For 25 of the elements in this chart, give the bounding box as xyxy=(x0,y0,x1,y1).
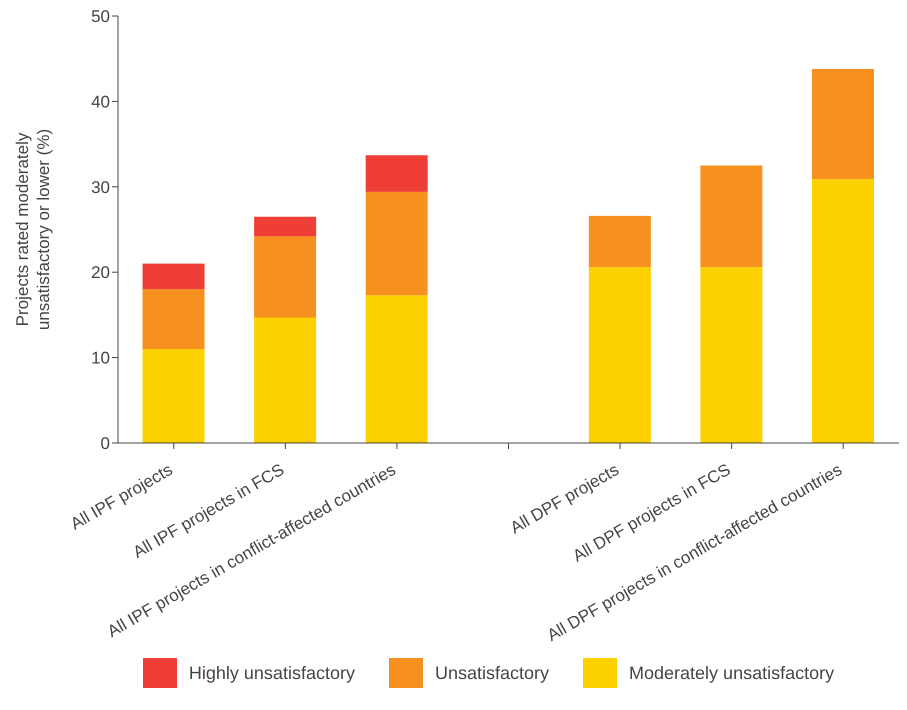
y-tick-label: 10 xyxy=(91,348,110,368)
bar xyxy=(142,264,205,290)
bar xyxy=(366,155,428,192)
bar xyxy=(700,267,762,443)
bar xyxy=(254,317,316,443)
bar xyxy=(254,236,316,318)
legend-label: Unsatisfactory xyxy=(434,662,550,684)
bar xyxy=(700,165,762,268)
bar xyxy=(254,216,316,236)
bar xyxy=(366,295,428,443)
bar xyxy=(366,192,428,296)
bar xyxy=(812,179,874,443)
bar xyxy=(812,68,874,180)
bar xyxy=(588,267,651,443)
y-tick-label: 30 xyxy=(91,178,110,197)
bar xyxy=(142,349,205,443)
y-tick-label: 0 xyxy=(100,434,110,454)
y-tick-label: 50 xyxy=(91,7,110,26)
legend-label: Moderately unsatisfactory xyxy=(629,662,834,684)
bar xyxy=(588,216,651,268)
legend-label: Highly unsatisfactory xyxy=(188,662,355,684)
y-tick-label: 40 xyxy=(91,92,110,112)
y-tick-label: 20 xyxy=(91,263,110,282)
bar xyxy=(142,289,205,350)
y-axis-title: Projects rated moderately unsatisfactory or lower (%) xyxy=(13,128,53,330)
